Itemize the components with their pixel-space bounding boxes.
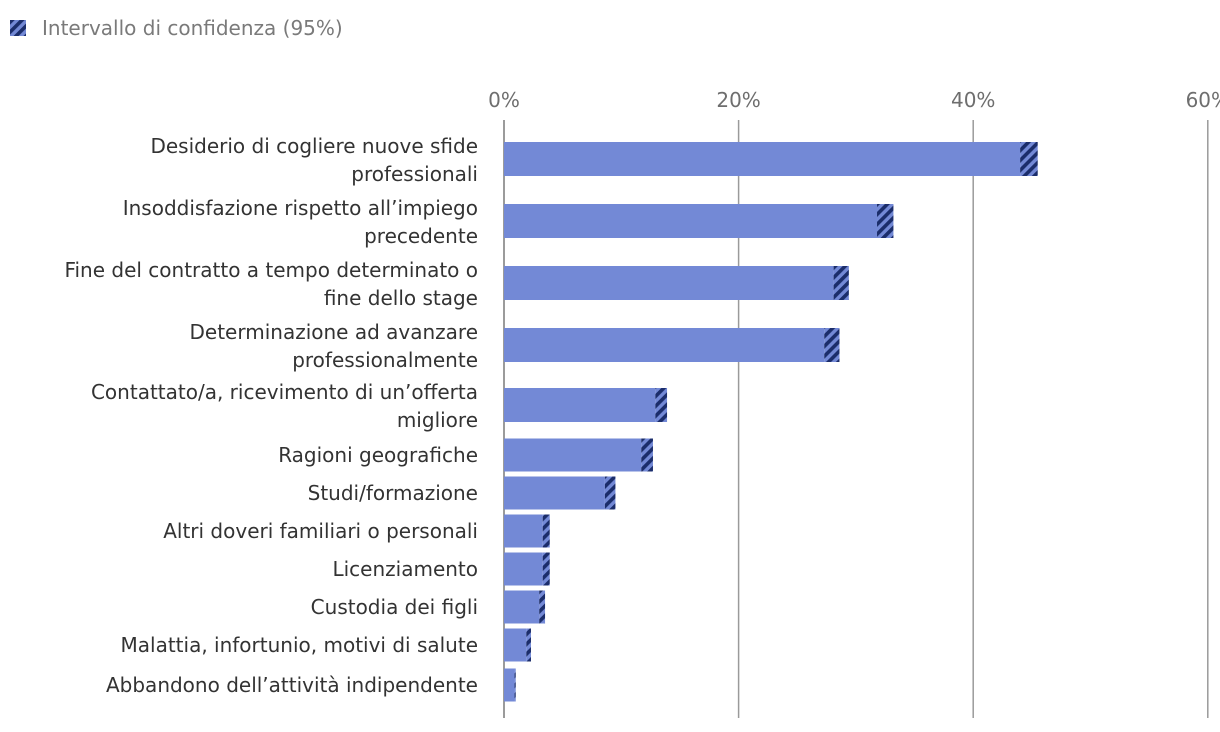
bar-row xyxy=(504,628,531,662)
bar xyxy=(504,438,642,472)
bar-row xyxy=(504,590,546,624)
bar-row xyxy=(504,514,550,548)
confidence-interval xyxy=(514,668,516,702)
bar xyxy=(504,552,543,586)
confidence-interval xyxy=(542,514,550,548)
bar-row xyxy=(504,438,653,472)
category-labels: Desiderio di cogliere nuove sfide profess… xyxy=(64,134,478,697)
legend-swatch xyxy=(10,20,26,36)
confidence-interval xyxy=(824,328,840,362)
x-axis-tick-labels: 0% 20% 40% 60% xyxy=(488,88,1220,112)
confidence-interval xyxy=(655,388,668,422)
bar xyxy=(504,266,834,300)
category-label-line: professionalmente xyxy=(292,348,478,372)
x-tick-label: 40% xyxy=(951,88,995,112)
bar xyxy=(504,142,1021,176)
category-label: Ragioni geografiche xyxy=(278,443,478,467)
category-label-line: Desiderio di cogliere nuove sfide xyxy=(150,134,478,158)
category-label-line: professionali xyxy=(351,162,478,186)
bar xyxy=(504,628,527,662)
category-label-line: precedente xyxy=(364,224,478,248)
category-label: Malattia, infortunio, motivi di salute xyxy=(121,633,479,657)
category-label-line: migliore xyxy=(397,408,478,432)
category-label: Licenziamento xyxy=(332,557,478,581)
confidence-interval xyxy=(877,204,894,238)
bar xyxy=(504,204,878,238)
bar-row xyxy=(504,552,550,586)
category-label-line: fine dello stage xyxy=(324,286,478,310)
category-label: Contattato/a, ricevimento di un’offerta m… xyxy=(91,380,478,432)
category-label: Desiderio di cogliere nuove sfide profess… xyxy=(150,134,478,186)
bar-row xyxy=(504,204,894,238)
bar xyxy=(504,476,605,510)
confidence-interval xyxy=(526,628,531,662)
confidence-interval xyxy=(539,590,546,624)
bar-row xyxy=(504,266,849,300)
bar-row xyxy=(504,476,616,510)
confidence-interval xyxy=(542,552,550,586)
category-label: Studi/formazione xyxy=(308,481,478,505)
confidence-interval xyxy=(833,266,849,300)
x-tick-label: 0% xyxy=(488,88,520,112)
x-tick-label: 20% xyxy=(716,88,760,112)
category-label: Abbandono dell’attività indipendente xyxy=(106,673,478,697)
bar-row xyxy=(504,668,516,702)
bar xyxy=(504,514,543,548)
x-tick-label: 60% xyxy=(1186,88,1220,112)
category-label: Custodia dei figli xyxy=(311,595,478,619)
confidence-interval xyxy=(604,476,616,510)
category-label-line: Determinazione ad avanzare xyxy=(190,320,479,344)
bar xyxy=(504,328,825,362)
legend-label: Intervallo di confidenza (95%) xyxy=(42,16,343,40)
bar xyxy=(504,388,656,422)
bar xyxy=(504,668,515,702)
category-label: Insoddisfazione rispetto all’impiego prec… xyxy=(123,196,478,248)
bar xyxy=(504,590,540,624)
category-label: Fine del contratto a tempo determinato o… xyxy=(64,258,478,310)
bar-row xyxy=(504,328,840,362)
bar-row xyxy=(504,142,1038,176)
confidence-interval xyxy=(1020,142,1038,176)
bars xyxy=(504,142,1038,702)
category-label-line: Fine del contratto a tempo determinato o xyxy=(64,258,478,282)
bar-row xyxy=(504,388,668,422)
confidence-interval xyxy=(641,438,653,472)
legend: Intervallo di confidenza (95%) xyxy=(10,16,343,40)
category-label-line: Insoddisfazione rispetto all’impiego xyxy=(123,196,478,220)
category-label: Altri doveri familiari o personali xyxy=(163,519,478,543)
category-label-line: Contattato/a, ricevimento di un’offerta xyxy=(91,380,478,404)
category-label: Determinazione ad avanzare professionalme… xyxy=(190,320,479,372)
